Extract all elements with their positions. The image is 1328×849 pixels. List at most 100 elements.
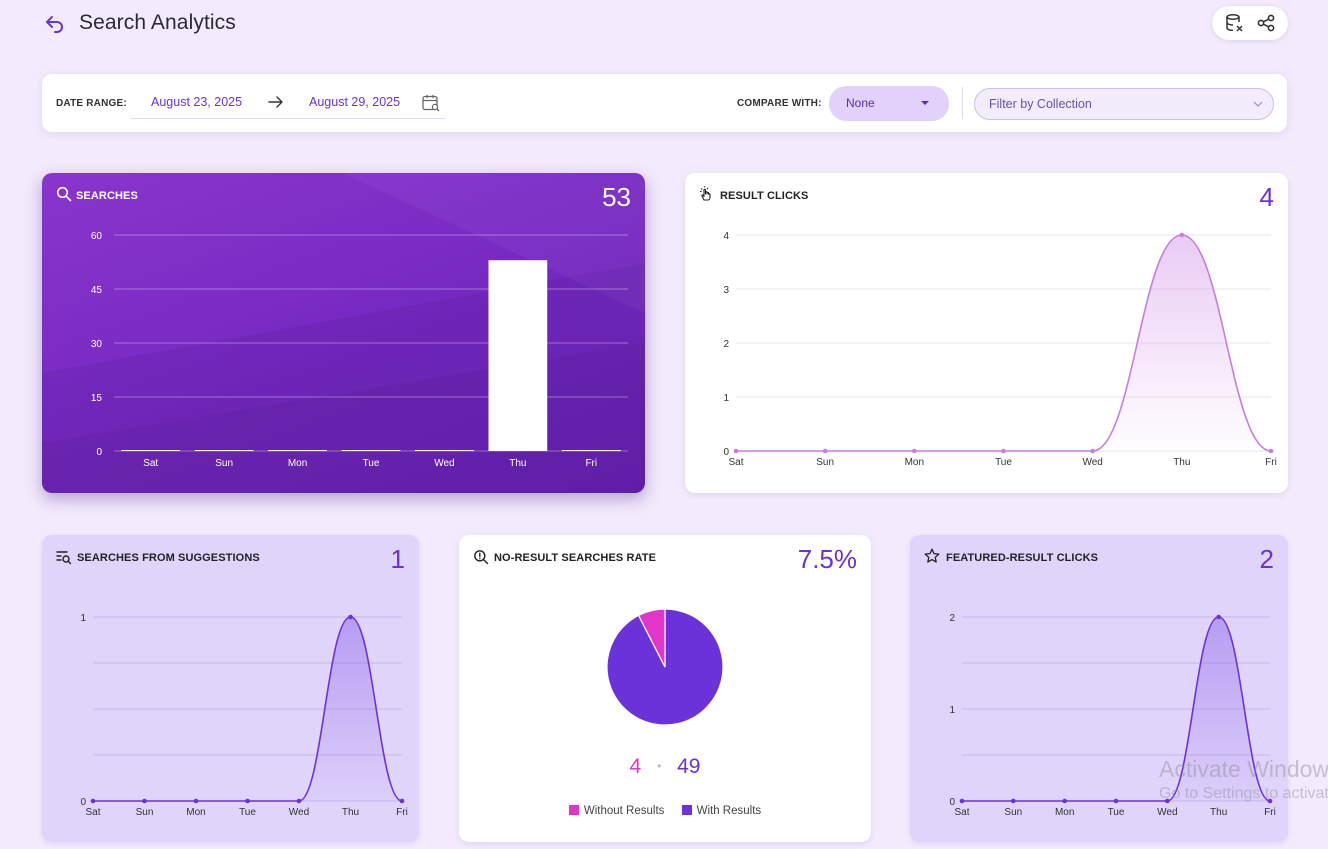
caret-down-icon xyxy=(921,101,929,105)
data-point xyxy=(1113,798,1119,804)
x-tick-label: Thu xyxy=(342,807,359,818)
page-header: Search Analytics xyxy=(0,0,1328,48)
suggestions-area-chart: 0 1 Sat Sun Mon Tue Wed Thu Fri xyxy=(80,613,407,818)
data-point xyxy=(1267,798,1273,804)
x-tick-label: Fri xyxy=(585,458,597,469)
bar xyxy=(194,450,254,451)
x-tick-label: Mon xyxy=(288,458,307,469)
x-tick-label: Sun xyxy=(215,458,233,469)
data-point xyxy=(959,798,965,804)
x-tick-label: Tue xyxy=(1108,807,1125,818)
y-tick-label: 0 xyxy=(723,447,729,458)
y-tick-label: 0 xyxy=(949,797,955,808)
result-clicks-area-chart: 0 1 2 3 4 Sat Sun Mon Tue Wed Thu Fri xyxy=(723,231,1276,468)
x-tick-label: Tue xyxy=(363,458,380,469)
back-arrow-icon[interactable] xyxy=(44,12,66,34)
card-title: SEARCHES xyxy=(76,190,138,202)
data-point xyxy=(1216,614,1221,620)
x-tick-label: Thu xyxy=(1173,457,1190,468)
x-tick-label: Sun xyxy=(136,807,154,818)
data-point xyxy=(1001,448,1006,454)
pointer-click-icon xyxy=(700,186,711,201)
searches-bar-chart: 0 15 30 45 60 Sat Sun Mon Tue Wed Thu Fri xyxy=(91,231,628,469)
data-point xyxy=(733,448,739,454)
data-point xyxy=(90,798,96,804)
share-icon[interactable] xyxy=(1256,13,1276,33)
date-range-underline xyxy=(130,118,446,119)
card-title: RESULT CLICKS xyxy=(720,190,809,202)
bar xyxy=(268,450,327,451)
data-point xyxy=(348,614,353,620)
y-tick-label: 1 xyxy=(723,393,729,404)
legend-item-with-results[interactable]: With Results xyxy=(681,805,761,817)
data-point xyxy=(142,798,147,804)
series-area xyxy=(962,617,1270,801)
start-date-input[interactable]: August 23, 2025 xyxy=(151,95,243,109)
chevron-down-icon xyxy=(1253,101,1263,107)
filter-bar: DATE RANGE: August 23, 2025 August 29, 2… xyxy=(42,74,1287,132)
end-date-input[interactable]: August 29, 2025 xyxy=(309,95,401,109)
y-tick-label: 0 xyxy=(96,447,102,458)
y-tick-label: 60 xyxy=(91,231,103,242)
x-tick-label: Mon xyxy=(1055,807,1074,818)
series-line xyxy=(962,616,1271,802)
bar xyxy=(561,450,621,451)
y-tick-label: 1 xyxy=(949,705,955,716)
star-icon xyxy=(924,548,940,563)
series-line xyxy=(93,616,403,802)
featured-clicks-area-chart: 0 1 2 Sat Sun Mon Tue Wed Thu Fri xyxy=(949,613,1275,818)
x-tick-label: Wed xyxy=(289,807,309,818)
x-tick-label: Sun xyxy=(816,457,834,468)
series-area xyxy=(93,617,402,801)
y-tick-label: 30 xyxy=(91,339,103,350)
x-tick-label: Wed xyxy=(1082,457,1102,468)
data-point xyxy=(399,798,405,804)
x-tick-label: Wed xyxy=(434,458,454,469)
compare-with-label: COMPARE WITH: xyxy=(737,98,822,109)
export-data-icon[interactable] xyxy=(1225,13,1245,33)
x-tick-label: Sun xyxy=(1004,807,1022,818)
page-title: Search Analytics xyxy=(79,11,236,34)
search-icon xyxy=(56,186,72,202)
bar xyxy=(341,450,401,451)
card-value: 1 xyxy=(390,544,405,574)
x-tick-label: Sat xyxy=(85,807,100,818)
featured-clicks-card: FEATURED-RESULT CLICKS 2 0 1 2 Sat Sun Mon Tue… xyxy=(910,535,1288,842)
card-value: 7.5% xyxy=(797,544,857,574)
data-point xyxy=(912,448,917,454)
calendar-search-icon[interactable] xyxy=(421,93,441,113)
collection-placeholder: Filter by Collection xyxy=(989,97,1092,111)
x-tick-label: Thu xyxy=(1210,807,1227,818)
series-area xyxy=(736,235,1271,451)
card-title: SEARCHES FROM SUGGESTIONS xyxy=(77,552,260,564)
legend-swatch xyxy=(681,805,692,815)
card-title: NO-RESULT SEARCHES RATE xyxy=(494,552,657,564)
searches-card: SEARCHES 53 0 15 30 45 60 Sat Sun Mon Tue Wed Thu F… xyxy=(42,173,645,493)
arrow-right-icon xyxy=(268,96,283,108)
legend-swatch xyxy=(568,805,579,815)
header-actions xyxy=(1212,6,1288,40)
data-point xyxy=(1165,798,1170,804)
data-point xyxy=(1090,448,1095,454)
y-tick-label: 15 xyxy=(91,393,103,404)
result-clicks-card: RESULT CLICKS 4 0 1 2 3 4 Sat Sun Mon Tue Wed Thu F… xyxy=(685,173,1288,493)
bar xyxy=(121,450,181,451)
list-search-icon xyxy=(56,551,72,565)
collection-filter-select[interactable]: Filter by Collection xyxy=(974,88,1274,120)
without-results-count: 4 xyxy=(629,755,642,778)
x-tick-label: Tue xyxy=(239,807,256,818)
data-point xyxy=(1179,232,1185,238)
compare-with-select[interactable]: None xyxy=(829,86,949,121)
x-tick-label: Mon xyxy=(186,807,205,818)
series-line xyxy=(736,234,1272,452)
data-point xyxy=(296,798,302,804)
legend-item-without-results[interactable]: Without Results xyxy=(568,805,665,817)
data-point xyxy=(193,798,199,804)
legend-label: Without Results xyxy=(583,805,665,817)
x-tick-label: Mon xyxy=(905,457,924,468)
x-tick-label: Tue xyxy=(995,457,1012,468)
y-tick-label: 3 xyxy=(723,285,729,296)
compare-value: None xyxy=(846,96,875,110)
y-tick-label: 2 xyxy=(723,339,729,350)
card-value: 4 xyxy=(1259,182,1274,212)
